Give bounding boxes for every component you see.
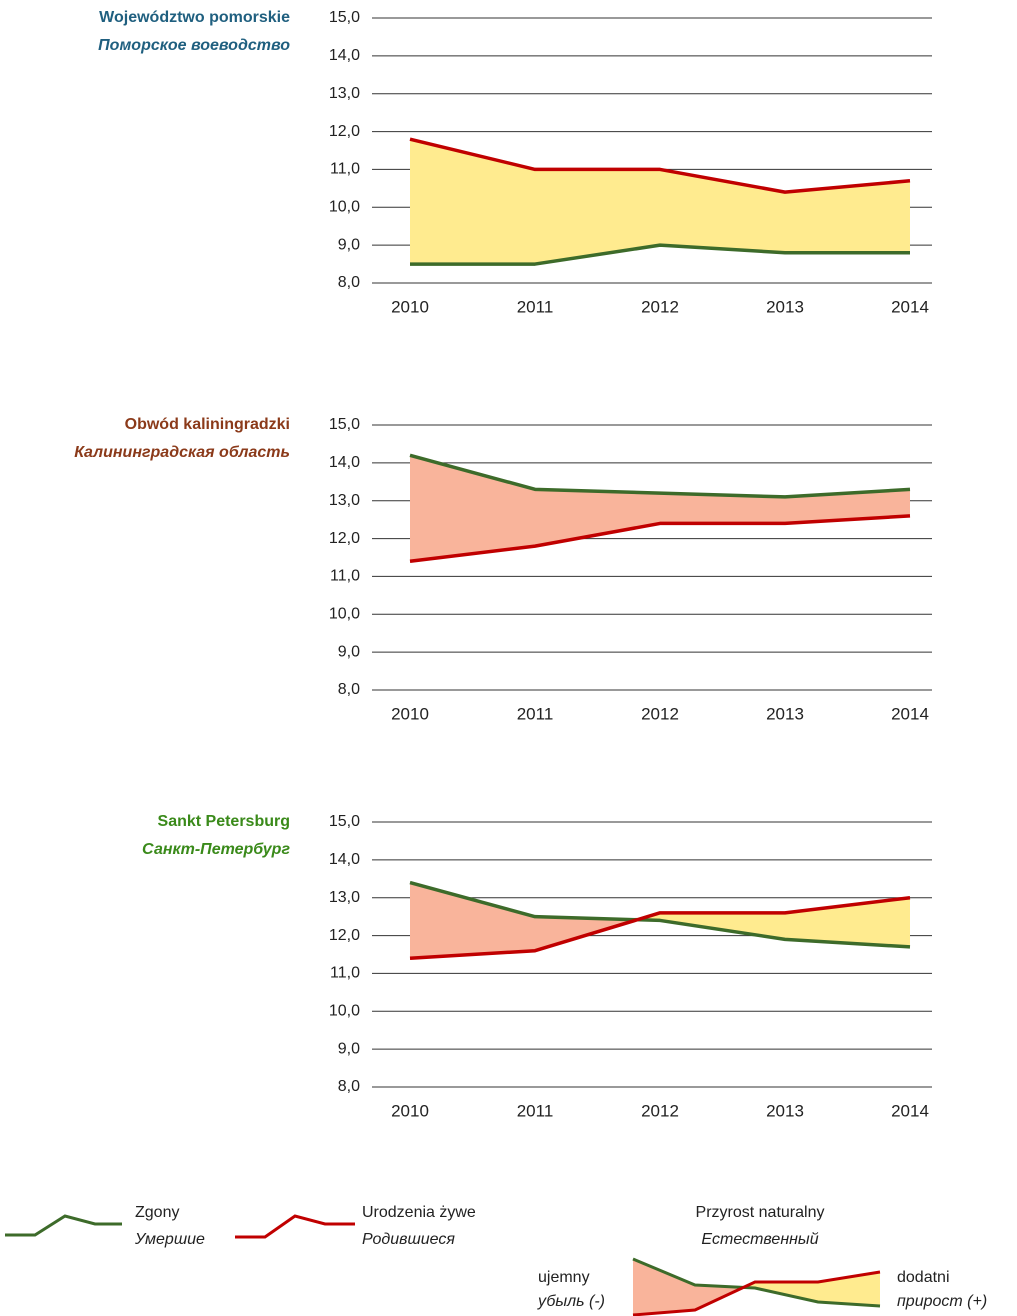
natural-increase-area: [660, 912, 785, 940]
series-line: [409, 137, 911, 194]
x-tick-label: 2011: [517, 1101, 554, 1120]
y-tick-label: 13,0: [329, 492, 360, 509]
natural-increase-area: [535, 169, 660, 265]
legend-label: Urodzenia żywe: [362, 1204, 476, 1221]
legend: Zgony Умершие Urodzenia żywe Родившиеся …: [5, 1204, 987, 1316]
legend-label: Zgony: [135, 1204, 179, 1221]
series-line: [409, 895, 911, 961]
y-tick-label: 11,0: [330, 965, 360, 982]
x-tick-label: 2010: [391, 704, 429, 723]
legend-label: убыль (-): [537, 1293, 605, 1310]
legend-negative-area: [633, 1259, 743, 1316]
y-tick-label: 13,0: [329, 85, 360, 102]
y-tick-label: 14,0: [329, 851, 360, 868]
y-tick-label: 11,0: [330, 568, 360, 585]
y-tick-label: 8,0: [338, 1078, 360, 1095]
natural-increase-area: [660, 493, 785, 524]
chart-title: Województwo pomorskie: [99, 9, 290, 26]
x-tick-label: 2012: [641, 1101, 679, 1120]
x-tick-label: 2012: [641, 297, 679, 316]
series-line: [410, 243, 910, 266]
chart-subtitle: Калининградская область: [74, 444, 290, 461]
legend-mini-deaths: [632, 1257, 881, 1308]
x-tick-label: 2013: [766, 1101, 804, 1120]
legend-label: dodatni: [897, 1269, 950, 1286]
y-tick-label: 12,0: [329, 530, 360, 547]
legend-mini-births: [632, 1270, 881, 1316]
x-tick-label: 2014: [891, 704, 929, 723]
x-tick-label: 2011: [517, 297, 554, 316]
natural-increase-area: [535, 489, 660, 547]
chart-title: Sankt Petersburg: [158, 813, 290, 830]
x-tick-label: 2012: [641, 704, 679, 723]
series-line: [409, 514, 911, 564]
x-tick-label: 2013: [766, 297, 804, 316]
legend-deaths-line: [5, 1214, 122, 1237]
x-tick-label: 2010: [391, 1101, 429, 1120]
y-tick-label: 14,0: [329, 454, 360, 471]
y-tick-label: 12,0: [329, 927, 360, 944]
series-line: [409, 453, 911, 499]
natural-increase-area: [785, 489, 910, 524]
y-tick-label: 9,0: [338, 1040, 360, 1057]
y-tick-label: 10,0: [329, 606, 360, 623]
legend-label: прирост (+): [897, 1293, 987, 1310]
legend-label: Естественный: [701, 1231, 818, 1248]
series-line: [409, 880, 911, 949]
x-tick-label: 2014: [891, 1101, 929, 1120]
y-tick-label: 11,0: [330, 161, 360, 178]
chart-title: Obwód kaliningradzki: [125, 416, 290, 433]
y-tick-label: 9,0: [338, 643, 360, 660]
y-tick-label: 13,0: [329, 889, 360, 906]
y-tick-label: 15,0: [329, 416, 360, 433]
legend-label: Przyrost naturalny: [696, 1204, 825, 1221]
x-tick-label: 2011: [517, 704, 554, 723]
chart-subtitle: Санкт-Петербург: [142, 841, 290, 858]
legend-positive-area: [743, 1272, 880, 1306]
natural-increase-area: [785, 180, 910, 253]
x-tick-label: 2013: [766, 704, 804, 723]
natural-increase-area: [410, 139, 535, 265]
y-tick-label: 12,0: [329, 123, 360, 140]
y-tick-label: 8,0: [338, 274, 360, 291]
chart-subtitle: Поморское воеводство: [98, 37, 290, 54]
y-tick-label: 9,0: [338, 236, 360, 253]
legend-label: ujemny: [538, 1269, 590, 1286]
legend-label: Родившиеся: [362, 1231, 455, 1248]
legend-label: Умершие: [134, 1231, 205, 1248]
y-tick-label: 8,0: [338, 681, 360, 698]
x-tick-label: 2014: [891, 297, 929, 316]
y-tick-label: 15,0: [329, 813, 360, 830]
y-tick-label: 10,0: [329, 199, 360, 216]
y-tick-label: 15,0: [329, 9, 360, 26]
x-tick-label: 2010: [391, 297, 429, 316]
y-tick-label: 10,0: [329, 1003, 360, 1020]
legend-births-line: [235, 1214, 355, 1239]
natural-increase-area: [660, 169, 785, 253]
y-tick-label: 14,0: [329, 47, 360, 64]
natural-increase-area: [410, 882, 535, 959]
